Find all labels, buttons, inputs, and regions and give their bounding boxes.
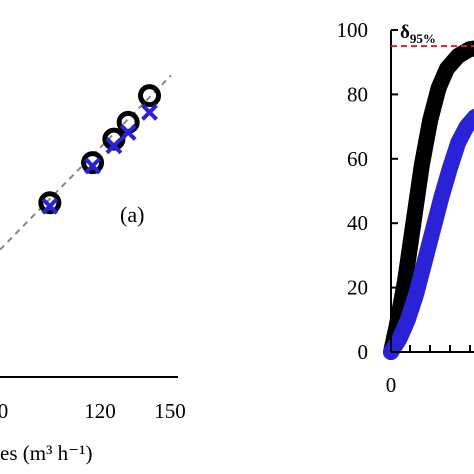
panel-b-x-ticks: 0 xyxy=(386,345,471,397)
panel-b-reference-line: δ95% xyxy=(391,22,474,48)
panel-a-marks xyxy=(38,84,162,215)
series-line-1 xyxy=(383,40,474,360)
x-marker xyxy=(41,197,59,215)
panel-a: 0 120 150 (a) es (m³ h⁻¹) xyxy=(0,74,186,465)
circle-marker xyxy=(138,84,162,108)
series-line-2 xyxy=(383,109,474,360)
x-marker xyxy=(84,157,101,175)
x-marker xyxy=(119,124,137,141)
y-tick-label: 20 xyxy=(347,276,368,300)
x-marker-stroke xyxy=(141,103,158,121)
reference-line-label: δ95% xyxy=(400,22,436,46)
panel-b-y-ticks: 0 20 40 60 80 100 xyxy=(337,18,398,364)
y-tick-label: 40 xyxy=(347,211,368,235)
x-tick-label: 120 xyxy=(84,399,116,423)
x-marker-stroke xyxy=(41,197,59,215)
panel-a-x-axis-label: es (m³ h⁻¹) xyxy=(0,441,93,465)
y-tick-label: 80 xyxy=(347,82,368,106)
x-marker xyxy=(105,137,123,155)
panel-a-label: (a) xyxy=(120,202,144,227)
panel-b-marks xyxy=(383,40,474,360)
x-marker-stroke xyxy=(105,137,123,155)
x-marker-stroke xyxy=(119,124,137,141)
circle-marker xyxy=(81,151,105,175)
y-tick-label: 100 xyxy=(337,18,369,42)
panel-b: 0 20 40 60 80 100 0 δ95% xyxy=(337,18,474,397)
x-tick-label: 0 xyxy=(386,373,397,397)
x-marker-stroke xyxy=(84,157,101,175)
y-tick-label: 0 xyxy=(358,340,369,364)
y-tick-label: 60 xyxy=(347,147,368,171)
x-marker xyxy=(141,103,158,121)
circle-marker xyxy=(38,191,62,215)
panel-a-x-ticks: 0 120 150 xyxy=(0,399,186,423)
x-tick-label: 150 xyxy=(154,399,186,423)
x-tick-label: 0 xyxy=(0,399,8,423)
